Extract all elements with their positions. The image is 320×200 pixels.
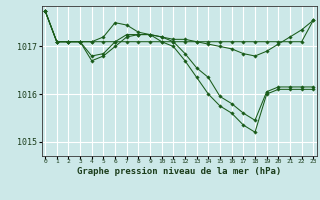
X-axis label: Graphe pression niveau de la mer (hPa): Graphe pression niveau de la mer (hPa) <box>77 167 281 176</box>
